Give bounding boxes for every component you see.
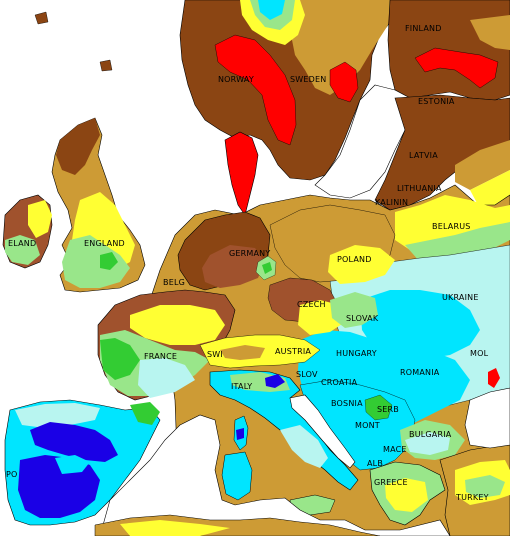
label-sweden: SWEDEN	[290, 75, 326, 84]
france-green	[100, 338, 140, 380]
label-lithuania: LITHUANIA	[397, 184, 442, 193]
label-italy: ITALY	[231, 382, 252, 391]
scotland-brown	[56, 118, 100, 175]
baltic-tan	[455, 140, 510, 190]
bulgaria-lightcyan	[405, 432, 450, 455]
label-slovenia: SLOV	[296, 370, 318, 379]
iberia-green-east	[130, 402, 160, 425]
label-france: FRANCE	[144, 352, 177, 361]
baltic-states-region	[374, 94, 510, 211]
label-norway: NORWAY	[218, 75, 254, 84]
label-switzerland: SWI	[207, 350, 223, 359]
label-england: ENGLAND	[84, 239, 125, 248]
iberia-lightcyan	[15, 403, 100, 428]
slovakia-lightgreen	[330, 292, 378, 328]
baltic-yellow	[470, 170, 510, 205]
serbia-green	[364, 394, 393, 421]
sweden-red-zone	[329, 61, 359, 103]
label-poland: POLAND	[337, 255, 372, 264]
france-yellow	[130, 305, 225, 345]
black-sea	[464, 387, 510, 449]
ireland-yellow	[28, 200, 52, 238]
ukraine-cyan	[360, 290, 480, 360]
finland-red-zone	[414, 47, 499, 89]
finland-region	[387, 0, 510, 101]
sardinia-island	[221, 451, 253, 501]
turkey-lightgreen	[465, 475, 505, 498]
label-bosnia: BOSNIA	[331, 399, 363, 408]
label-belgium: BELG	[163, 278, 185, 287]
label-ukraine: UKRAINE	[442, 293, 479, 302]
label-finland: FINLAND	[405, 24, 442, 33]
label-greece: GREECE	[374, 478, 408, 487]
moldova-red	[488, 368, 500, 388]
england-lightgreen	[62, 235, 130, 288]
label-macedonia: MACE	[383, 445, 407, 454]
label-czech: CZECH	[297, 300, 326, 309]
scandinavia-tan	[290, 0, 390, 95]
label-ireland: ELAND	[8, 239, 36, 248]
italy-lightcyan-south	[280, 425, 328, 468]
adriatic-sea	[289, 394, 356, 469]
label-latvia: LATVIA	[409, 151, 438, 160]
denmark-red-zone	[224, 131, 259, 216]
label-montenegro: MONT	[355, 421, 380, 430]
france-cyan	[138, 358, 195, 398]
corsica-blue	[236, 428, 244, 440]
label-croatia: CROATIA	[321, 378, 358, 387]
label-austria: AUSTRIA	[275, 347, 311, 356]
poland-yellow	[328, 245, 395, 284]
ireland-lightgreen	[5, 235, 40, 265]
finland-tan	[470, 15, 510, 50]
label-germany: GERMANY	[229, 249, 270, 258]
alps-tan	[220, 345, 265, 360]
label-albania: ALB	[367, 459, 383, 468]
germany-green-core	[262, 262, 272, 274]
norway-red-zone	[214, 34, 297, 146]
small-island-north	[34, 11, 49, 25]
iberia-cyan-patch	[55, 455, 90, 474]
label-belarus: BELARUS	[432, 222, 471, 231]
label-portugal: PO	[6, 470, 18, 479]
label-slovak: SLOVAK	[346, 314, 379, 323]
label-kalinin: KALININ	[375, 198, 408, 207]
label-bulgaria: BULGARIA	[409, 430, 452, 439]
germany-tan	[202, 245, 265, 288]
england-green-spot	[100, 252, 118, 270]
label-serbia: SERB	[377, 405, 399, 414]
greece-yellow	[385, 478, 428, 512]
italy-blue-spot	[265, 374, 285, 388]
label-moldova: MOL	[470, 349, 489, 358]
scandinavia-cyan	[258, 0, 285, 20]
small-island-north-2	[99, 59, 113, 72]
label-estonia: ESTONIA	[418, 97, 455, 106]
label-turkey: TURKEY	[455, 493, 489, 502]
north-africa-yellow	[120, 520, 230, 536]
iberia-blue-north	[30, 422, 118, 462]
belarus-yellow	[395, 195, 510, 250]
label-hungary: HUNGARY	[336, 349, 377, 358]
label-romania: ROMANIA	[400, 368, 440, 377]
mediterranean-sea	[99, 414, 451, 536]
